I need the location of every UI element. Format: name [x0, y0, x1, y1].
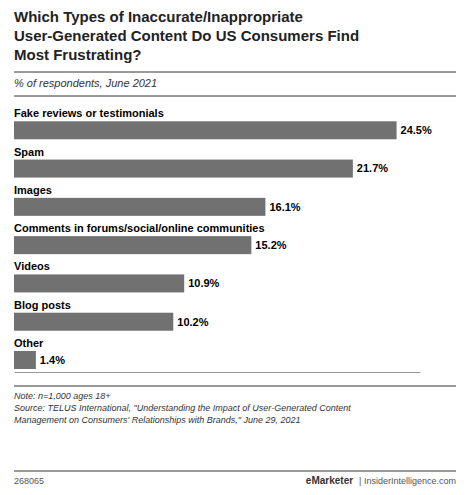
value-labels: 24.5% 21.7% 16.1% 15.2% 10.9% 10.2% 1.4% — [40, 124, 432, 366]
x-axis-line — [15, 372, 421, 373]
note-line: Source: TELUS International, "Understand… — [14, 403, 351, 413]
note-line: Management on Consumers' Relationships w… — [14, 415, 301, 425]
value-label: 1.4% — [40, 354, 65, 366]
note: Source: TELUS International, "Understand… — [14, 403, 351, 425]
category-label: Other — [14, 337, 44, 349]
value-label: 10.9% — [188, 277, 219, 289]
bar — [14, 274, 184, 292]
bars — [14, 121, 397, 369]
title-line: User-Generated Content Do US Consumers F… — [14, 27, 359, 44]
category-label: Videos — [14, 260, 50, 272]
footer-center: eMarketer — [306, 475, 353, 486]
footer-right: | InsiderIntelligence.com — [359, 476, 456, 486]
chart: Which Types of Inaccurate/Inappropriate U… — [0, 0, 470, 495]
bar — [14, 121, 397, 139]
title-line: Most Frustrating? — [14, 46, 142, 63]
title-line: Which Types of Inaccurate/Inappropriate — [14, 8, 303, 25]
rule — [14, 96, 456, 97]
bar — [14, 198, 265, 216]
rule — [14, 471, 456, 472]
subtitle: % of respondents, June 2021 — [14, 77, 157, 89]
value-label: 24.5% — [401, 124, 432, 136]
bar — [14, 351, 36, 369]
value-label: 21.7% — [357, 162, 388, 174]
value-label: 15.2% — [255, 239, 286, 251]
category-label: Blog posts — [14, 299, 71, 311]
rule — [14, 72, 456, 73]
bar — [14, 236, 251, 254]
value-label: 16.1% — [269, 201, 300, 213]
title: Which Types of Inaccurate/Inappropriate U… — [14, 8, 359, 63]
category-label: Images — [14, 184, 52, 196]
rule — [14, 386, 456, 387]
category-label: Fake reviews or testimonials — [14, 107, 164, 119]
footer-left: 268065 — [14, 476, 44, 486]
bar — [14, 313, 173, 331]
value-label: 10.2% — [177, 316, 208, 328]
note: Note: n=1,000 ages 18+ — [14, 391, 111, 401]
bar — [14, 160, 353, 178]
category-labels: Fake reviews or testimonials Spam Images Co… — [14, 107, 265, 349]
category-label: Comments in forums/social/online communi… — [14, 222, 265, 234]
x-axis — [15, 372, 421, 373]
category-label: Spam — [14, 146, 44, 158]
note-line: Note: n=1,000 ages 18+ — [14, 391, 111, 401]
